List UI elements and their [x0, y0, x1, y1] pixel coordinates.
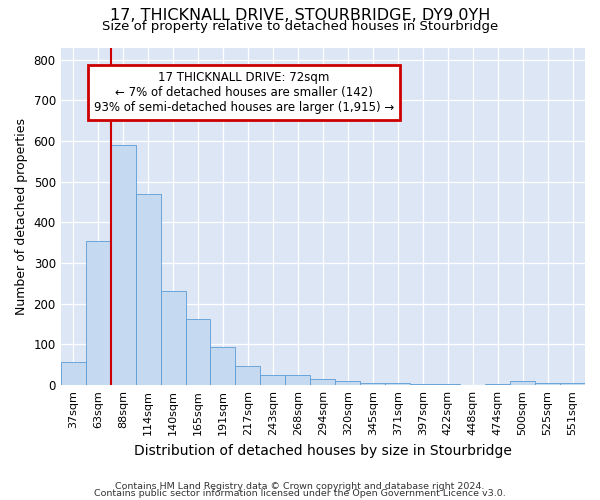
Bar	[185, 319, 211, 385]
Bar	[560, 383, 585, 385]
Bar	[310, 379, 335, 385]
Bar	[335, 381, 360, 385]
X-axis label: Distribution of detached houses by size in Stourbridge: Distribution of detached houses by size …	[134, 444, 512, 458]
Text: 17, THICKNALL DRIVE, STOURBRIDGE, DY9 0YH: 17, THICKNALL DRIVE, STOURBRIDGE, DY9 0Y…	[110, 8, 490, 22]
Bar	[86, 241, 110, 385]
Y-axis label: Number of detached properties: Number of detached properties	[15, 118, 28, 315]
Bar	[360, 383, 385, 385]
Bar	[410, 384, 435, 385]
Bar	[61, 362, 86, 385]
Bar	[110, 145, 136, 385]
Text: Size of property relative to detached houses in Stourbridge: Size of property relative to detached ho…	[102, 20, 498, 33]
Bar	[485, 384, 510, 385]
Text: 17 THICKNALL DRIVE: 72sqm
← 7% of detached houses are smaller (142)
93% of semi-: 17 THICKNALL DRIVE: 72sqm ← 7% of detach…	[94, 71, 394, 114]
Text: Contains HM Land Registry data © Crown copyright and database right 2024.: Contains HM Land Registry data © Crown c…	[115, 482, 485, 491]
Bar	[385, 383, 410, 385]
Bar	[286, 375, 310, 385]
Bar	[136, 194, 161, 385]
Bar	[535, 383, 560, 385]
Bar	[211, 346, 235, 385]
Bar	[161, 291, 185, 385]
Bar	[435, 384, 460, 385]
Bar	[235, 366, 260, 385]
Text: Contains public sector information licensed under the Open Government Licence v3: Contains public sector information licen…	[94, 489, 506, 498]
Bar	[510, 381, 535, 385]
Bar	[260, 375, 286, 385]
